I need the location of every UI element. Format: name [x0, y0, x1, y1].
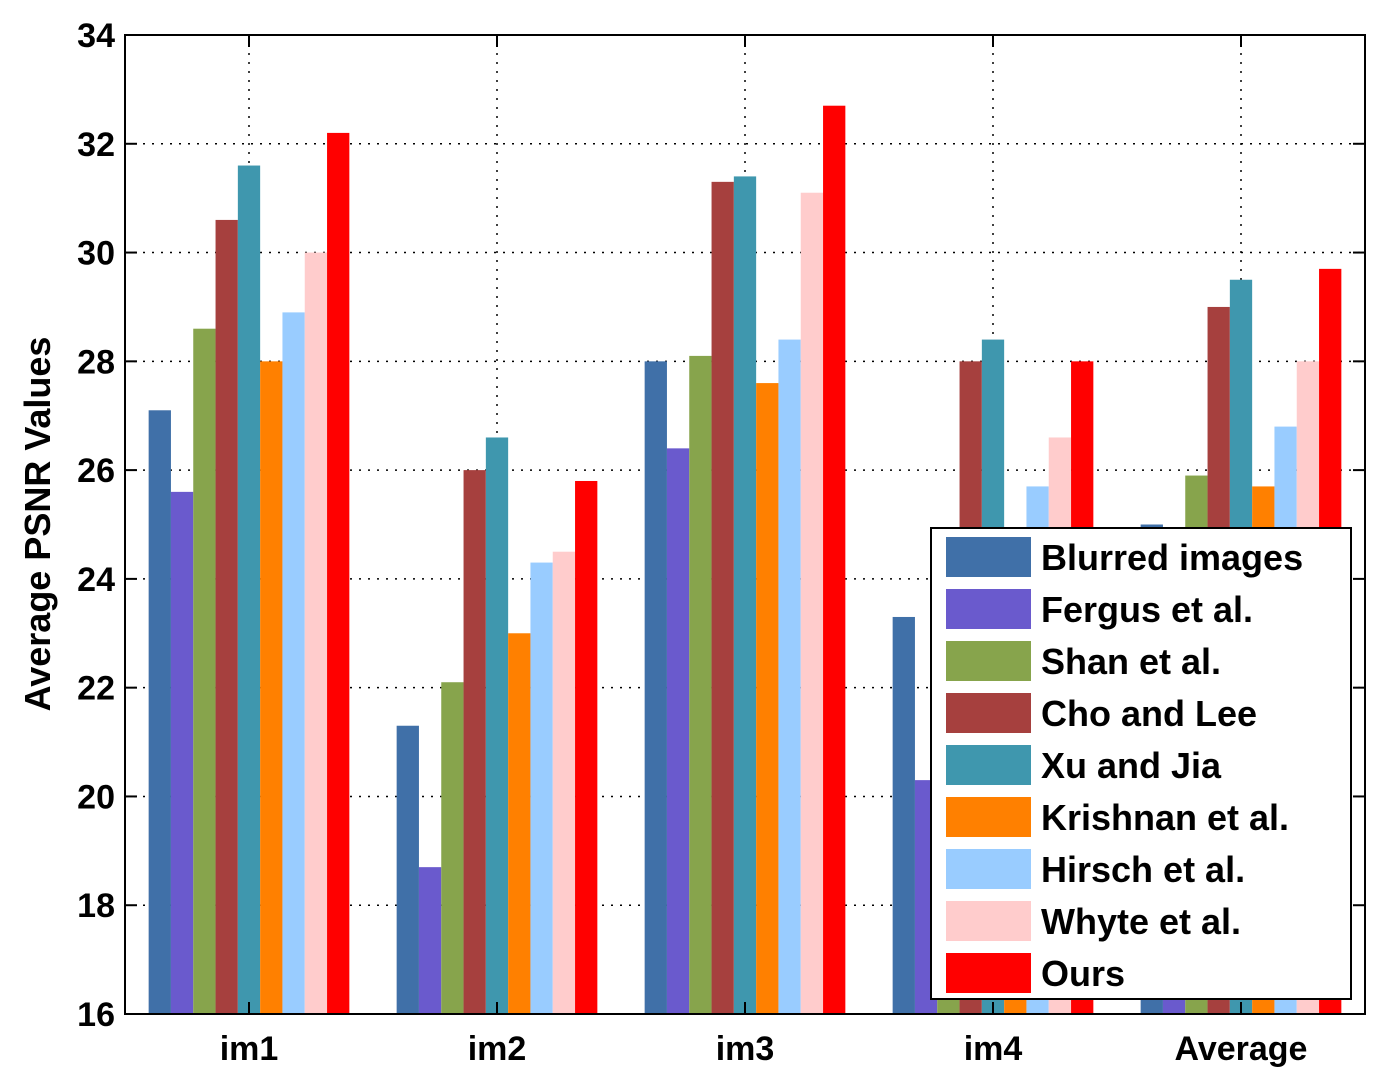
y-tick-label: 20 — [77, 778, 115, 816]
bar — [485, 437, 509, 1014]
bar — [215, 219, 238, 1014]
bar — [441, 682, 464, 1014]
bar — [260, 361, 283, 1014]
legend-swatch — [946, 589, 1031, 629]
legend-label: Cho and Lee — [1041, 693, 1257, 734]
legend-label: Xu and Jia — [1041, 745, 1222, 786]
bar — [148, 410, 171, 1014]
bar — [508, 633, 531, 1014]
bar — [778, 339, 801, 1015]
bar — [418, 867, 442, 1014]
y-tick-label: 28 — [77, 343, 115, 381]
legend-swatch — [946, 849, 1031, 889]
bar — [327, 132, 350, 1014]
bar — [193, 328, 216, 1014]
legend-label: Shan et al. — [1041, 641, 1221, 682]
bar — [689, 355, 712, 1015]
legend-label: Hirsch et al. — [1041, 849, 1245, 890]
x-tick-label: Average — [1175, 1030, 1308, 1068]
bar — [575, 480, 598, 1014]
y-tick-label: 16 — [77, 996, 115, 1034]
bar — [304, 252, 328, 1015]
bar — [530, 562, 553, 1014]
legend-swatch — [946, 745, 1031, 785]
bar — [170, 491, 194, 1014]
y-tick-label: 26 — [77, 452, 115, 490]
bar — [733, 176, 757, 1014]
legend-swatch — [946, 953, 1031, 993]
bar — [463, 470, 486, 1015]
bar — [892, 616, 915, 1014]
y-tick-label: 18 — [77, 887, 115, 925]
y-tick-label: 32 — [77, 126, 115, 164]
bar — [396, 725, 419, 1014]
bar — [666, 448, 690, 1014]
x-tick-label: im4 — [964, 1030, 1023, 1068]
legend: Blurred images Fergus et al. Shan et al. Ch… — [930, 527, 1352, 1000]
bar — [237, 165, 261, 1015]
bar — [823, 105, 846, 1014]
y-tick-label: 34 — [77, 17, 115, 55]
bar — [552, 551, 576, 1014]
legend-label: Fergus et al. — [1041, 589, 1253, 630]
legend-label: Blurred images — [1041, 537, 1303, 578]
x-axis: im1 im2 im3 im4 Average — [220, 35, 1308, 1068]
legend-swatch — [946, 693, 1031, 733]
legend-swatch — [946, 641, 1031, 681]
bar — [282, 312, 305, 1015]
legend-label: Ours — [1041, 953, 1125, 994]
bar — [800, 192, 824, 1014]
legend-label: Krishnan et al. — [1041, 797, 1289, 838]
y-axis: 16 18 20 22 24 26 28 30 32 34 — [77, 17, 1365, 1034]
x-tick-label: im1 — [220, 1030, 279, 1068]
legend-swatch — [946, 537, 1031, 577]
y-axis-label: Average PSNR Values — [17, 337, 58, 712]
bar — [711, 181, 734, 1015]
y-tick-label: 22 — [77, 670, 115, 708]
legend-swatch — [946, 901, 1031, 941]
y-tick-label: 24 — [77, 561, 115, 599]
x-tick-label: im2 — [468, 1030, 527, 1068]
y-tick-label: 30 — [77, 235, 115, 273]
bar — [644, 361, 667, 1014]
legend-label: Whyte et al. — [1041, 901, 1241, 942]
legend-swatch — [946, 797, 1031, 837]
bar — [756, 383, 779, 1015]
x-tick-label: im3 — [716, 1030, 775, 1068]
